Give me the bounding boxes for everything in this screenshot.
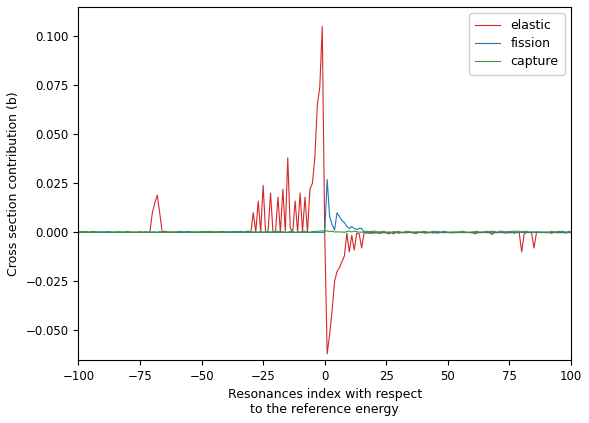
fission — [77, 230, 84, 235]
elastic — [254, 198, 262, 203]
fission — [119, 230, 126, 235]
capture — [284, 230, 292, 235]
fission — [75, 230, 82, 235]
elastic — [346, 250, 353, 255]
elastic — [531, 245, 538, 250]
elastic — [323, 352, 330, 357]
capture — [323, 228, 330, 233]
elastic — [567, 230, 574, 235]
fission — [282, 230, 289, 235]
capture — [531, 230, 538, 235]
Line: capture: capture — [78, 231, 571, 232]
fission — [343, 224, 350, 229]
capture — [567, 229, 574, 234]
capture — [346, 228, 353, 233]
Line: elastic: elastic — [78, 27, 571, 354]
capture — [254, 230, 262, 235]
capture — [75, 229, 82, 234]
fission — [323, 177, 330, 182]
elastic — [75, 230, 82, 235]
Legend: elastic, fission, capture: elastic, fission, capture — [469, 13, 565, 75]
elastic — [119, 230, 126, 235]
Y-axis label: Cross section contribution (b): Cross section contribution (b) — [7, 91, 20, 276]
Line: fission: fission — [78, 179, 571, 232]
elastic — [319, 24, 326, 29]
fission — [254, 230, 262, 235]
elastic — [77, 230, 84, 235]
capture — [119, 230, 126, 235]
capture — [282, 230, 289, 235]
fission — [528, 230, 535, 235]
fission — [567, 230, 574, 235]
X-axis label: Resonances index with respect
to the reference energy: Resonances index with respect to the ref… — [227, 388, 422, 416]
capture — [77, 229, 84, 234]
elastic — [282, 229, 289, 234]
